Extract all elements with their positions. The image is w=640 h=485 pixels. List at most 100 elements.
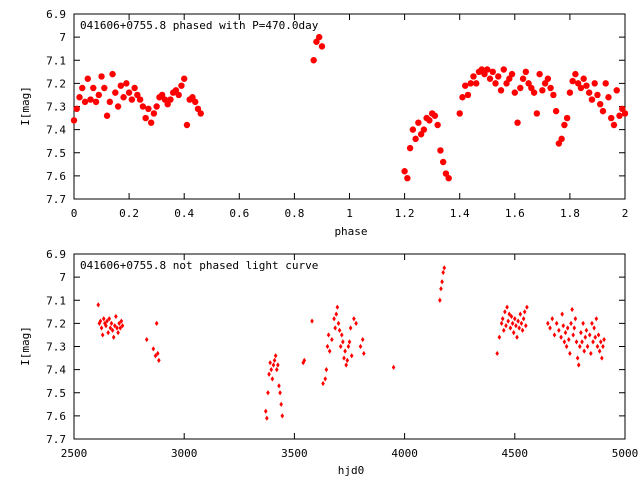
phased-data-point [70,117,78,124]
unphased-data-point [517,325,522,331]
unphased-data-point [111,334,116,340]
phased-data-point [608,114,615,122]
unphased-data-point [509,313,514,320]
unphased-data-point [587,332,592,338]
phased-data-point [470,73,477,80]
phased-data-point [492,80,499,87]
phased-data-point [536,70,543,78]
phased-data-point [84,75,91,82]
phased-data-point [484,66,491,73]
phased-data-point [95,91,102,99]
unphased-data-point [503,309,507,315]
unphased-data-point [347,339,352,345]
phased-data-point [519,75,527,82]
phased-data-point [561,121,568,129]
phased-y-tick-label: 7.2 [46,77,66,90]
phased-data-point [313,38,320,45]
unphased-data-point [525,304,529,310]
phased-data-point [412,135,419,143]
unphased-data-point [440,279,444,285]
unphased-data-point [589,350,593,357]
unphased-data-point [602,336,606,343]
unphased-data-point [576,362,581,368]
phased-x-tick-label: 1.4 [450,207,470,220]
phased-data-point [406,144,414,152]
phased-data-point [112,89,119,96]
phased-data-point [415,119,422,126]
phased-data-point [558,135,565,143]
unphased-data-point [116,330,120,336]
phased-data-point [183,121,191,129]
phased-x-tick-label: 0.2 [119,207,139,220]
phased-y-tick-label: 7.3 [46,101,66,114]
phased-data-point [462,82,469,89]
unphased-data-point [570,306,574,313]
phased-x-tick-label: 0 [71,207,78,220]
unphased-data-point [601,343,605,350]
phased-data-point [431,112,439,119]
phased-data-point [577,84,585,92]
phased-x-tick-label: 2 [622,207,629,220]
phased-data-point [459,94,466,101]
unphased-y-tick-label: 7.2 [46,317,66,330]
unphased-data-point [591,339,595,345]
phased-data-point [153,103,160,110]
phased-y-tick-label: 6.9 [46,8,66,21]
unphased-data-point [112,323,117,329]
unphased-data-point [343,348,347,354]
unphased-data-point [510,320,515,326]
phased-data-point [145,105,152,113]
phased-data-point [437,147,444,154]
unphased-y-tick-label: 7.1 [46,294,66,307]
unphased-x-tick-label: 2500 [61,447,88,460]
unphased-data-point [321,380,325,387]
phased-x-tick-label: 1.8 [560,207,580,220]
phased-x-tick-label: 1 [346,207,353,220]
unphased-data-point [263,408,268,414]
unphased-data-point [573,316,578,322]
phased-y-tick-label: 7.5 [46,147,66,160]
unphased-data-point [341,339,345,345]
phased-data-point [597,100,604,108]
phased-data-point [318,43,326,50]
unphased-data-point [144,336,149,343]
unphased-data-point [99,325,104,331]
unphased-data-point [546,320,550,326]
phased-data-point [125,89,133,96]
phased-data-point [583,82,590,89]
phased-data-point [131,84,138,92]
phased-data-point [580,75,587,82]
phased-x-tick-label: 1.2 [395,207,415,220]
unphased-data-point [324,367,329,373]
unphased-data-points [96,265,606,421]
phased-data-point [467,80,474,87]
phased-data-point [497,87,505,94]
phased-data-point [409,126,417,133]
unphased-data-point [506,318,510,324]
unphased-data-point [598,339,603,345]
phased-data-point [161,96,169,103]
phased-data-point [167,96,174,103]
unphased-data-point [104,323,108,329]
unphased-data-point [267,371,271,377]
phased-y-tick-label: 7.1 [46,54,66,67]
unphased-data-point [107,316,112,322]
unphased-data-point [500,316,505,322]
phased-data-point [73,105,80,113]
unphased-x-tick-label: 4000 [391,447,418,460]
phased-data-points [70,33,629,182]
unphased-data-point [330,336,334,343]
unphased-data-point [568,350,572,357]
phased-data-point [547,84,554,92]
unphased-data-point [590,320,594,326]
unphased-y-tick-label: 7.3 [46,341,66,354]
unphased-data-point [563,330,568,336]
phased-data-point [528,84,535,92]
unphased-data-point [362,350,366,357]
unphased-data-point [565,325,570,331]
phased-y-axis-label: I[mag] [19,86,32,126]
unphased-data-point [276,362,280,368]
unphased-data-point [505,304,509,310]
phased-data-point [147,119,155,126]
